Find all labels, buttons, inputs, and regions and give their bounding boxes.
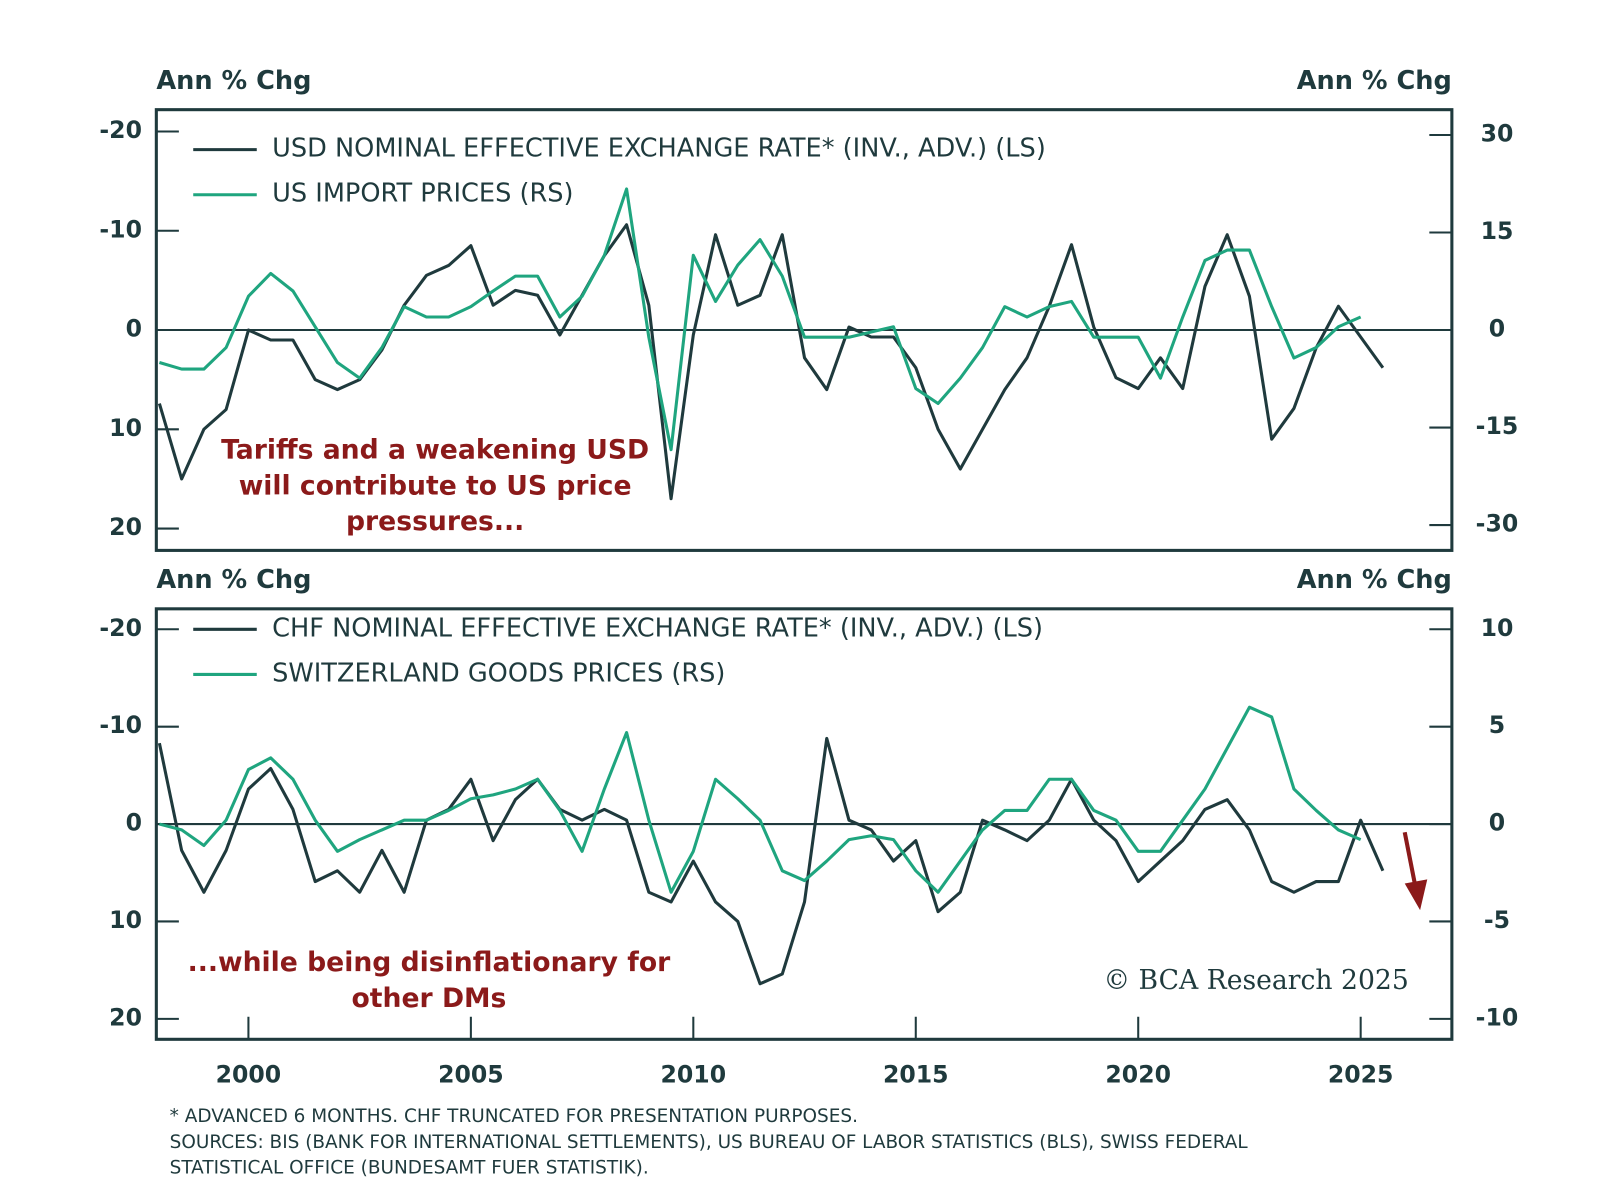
y2-axis-label: Ann % Chg [1297, 66, 1452, 96]
plot-frame [154, 108, 1454, 552]
plot-frame [154, 607, 1454, 1041]
y2-tick-label: -10 [1476, 1003, 1519, 1031]
y-tick-label: 10 [109, 906, 142, 934]
x-tick-label: 2000 [216, 1061, 282, 1089]
legend-label: CHF NOMINAL EFFECTIVE EXCHANGE RATE* (IN… [272, 613, 1043, 643]
x-tick-label: 2010 [661, 1061, 727, 1089]
y2-tick-label: 5 [1489, 711, 1505, 739]
annotation: will contribute to US price [239, 470, 632, 501]
footnote: STATISTICAL OFFICE (BUNDESAMT FUER STATI… [170, 1157, 649, 1178]
annotation: pressures... [346, 506, 524, 537]
x-tick-label: 2025 [1328, 1061, 1394, 1089]
y-tick-label: 10 [109, 414, 142, 442]
y-tick-label: -20 [99, 614, 142, 642]
footnote: * ADVANCED 6 MONTHS. CHF TRUNCATED FOR P… [170, 1106, 858, 1127]
series-line [158, 187, 1362, 452]
y-axis-label: Ann % Chg [156, 66, 311, 96]
y2-tick-label: 30 [1481, 120, 1514, 148]
y-tick-label: 20 [109, 513, 142, 541]
x-tick-label: 2020 [1105, 1061, 1171, 1089]
y2-tick-label: 15 [1481, 217, 1514, 245]
y2-tick-label: 0 [1489, 809, 1505, 837]
y2-tick-label: -15 [1476, 412, 1519, 440]
y-tick-label: 0 [126, 315, 142, 343]
y2-tick-label: -5 [1484, 906, 1510, 934]
y-tick-label: 20 [109, 1003, 142, 1031]
y-tick-label: 0 [126, 809, 142, 837]
y2-tick-label: 10 [1481, 614, 1514, 642]
series-line [159, 705, 1362, 894]
annotation: Tariffs and a weakening USD [221, 434, 649, 465]
y2-tick-label: -30 [1476, 510, 1519, 538]
arrow-head [1404, 879, 1428, 911]
y2-tick-label: 0 [1489, 315, 1505, 343]
legend-label: SWITZERLAND GOODS PRICES (RS) [272, 658, 725, 688]
y2-axis-label: Ann % Chg [1297, 565, 1452, 595]
y-tick-label: -20 [99, 116, 142, 144]
x-tick-label: 2015 [883, 1061, 949, 1089]
arrow [1402, 831, 1419, 891]
footnote: SOURCES: BIS (BANK FOR INTERNATIONAL SET… [170, 1132, 1249, 1153]
annotation: ...while being disinflationary for [188, 947, 672, 978]
annotation: other DMs [352, 983, 507, 1014]
series-line [157, 736, 1385, 986]
y-tick-label: -10 [99, 711, 142, 739]
x-tick-label: 2005 [438, 1061, 504, 1089]
y-tick-label: -10 [99, 215, 142, 243]
legend-label: USD NOMINAL EFFECTIVE EXCHANGE RATE* (IN… [272, 134, 1046, 164]
y-axis-label: Ann % Chg [156, 565, 311, 595]
legend-label: US IMPORT PRICES (RS) [272, 179, 573, 209]
copyright: © BCA Research 2025 [1103, 965, 1408, 996]
